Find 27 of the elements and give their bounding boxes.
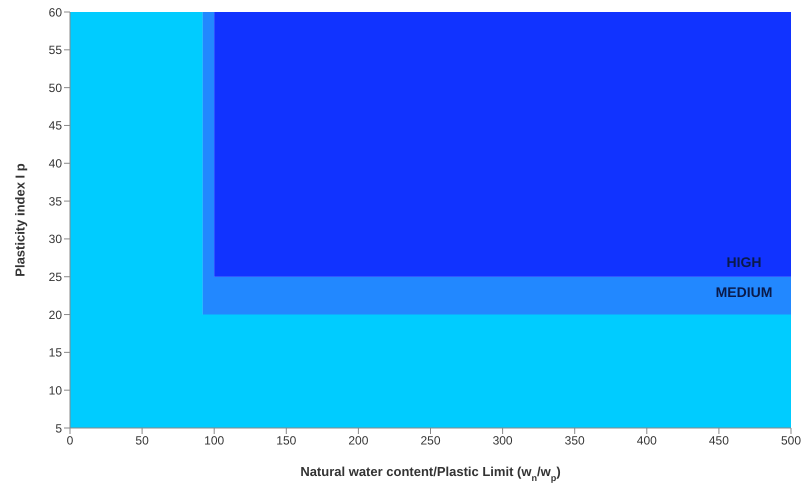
y-tick-label: 25 <box>48 270 62 284</box>
y-tick-label: 20 <box>48 308 62 322</box>
y-tick-label: 45 <box>48 118 62 133</box>
annotation: MEDIUM <box>714 284 774 300</box>
y-tick-label: 30 <box>48 232 62 246</box>
y-tick-label: 35 <box>48 194 62 208</box>
y-tick-label: 60 <box>48 5 62 20</box>
x-tick-label: 450 <box>708 434 730 448</box>
x-tick-label: 150 <box>276 434 297 448</box>
x-tick-label: 100 <box>204 434 225 448</box>
annotation: HIGH <box>726 254 762 270</box>
x-tick-label: 0 <box>66 434 74 448</box>
x-tick-label: 500 <box>780 434 802 448</box>
x-tick-label: 250 <box>420 434 441 448</box>
x-tick-label: 400 <box>636 434 658 448</box>
x-tick-label: 50 <box>135 434 150 448</box>
y-tick-label: 50 <box>48 80 62 95</box>
x-tick-label: 200 <box>348 434 369 448</box>
y-tick-label: 10 <box>48 383 62 398</box>
x-axis-title: Natural water content/Plastic Limit (w$_{n}$/w$_{p}$) <box>300 464 561 483</box>
y-tick-label: 40 <box>48 156 62 171</box>
y-tick-label: 55 <box>48 43 62 58</box>
x-tick-label: 300 <box>492 434 513 448</box>
y-axis-title: Plasticity index I p <box>12 163 28 277</box>
y-tick-label: 15 <box>48 346 62 360</box>
y-tick-label: 5 <box>55 421 62 436</box>
x-tick-label: 350 <box>564 434 586 448</box>
